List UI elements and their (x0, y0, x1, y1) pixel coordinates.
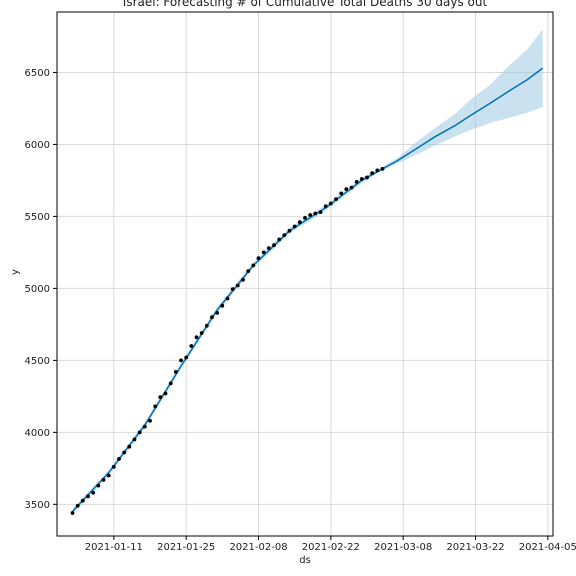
observed-point (163, 391, 168, 396)
observed-point (194, 335, 199, 340)
observed-point (215, 311, 220, 315)
x-tick-label: 2021-01-11 (85, 542, 143, 553)
y-tick-label: 5000 (25, 284, 50, 295)
observed-point (132, 437, 137, 442)
observed-point (359, 177, 364, 181)
observed-point (323, 204, 328, 209)
x-axis-label: ds (299, 555, 311, 566)
observed-point (370, 171, 375, 176)
observed-point (297, 220, 302, 225)
x-tick-label: 2021-01-25 (157, 542, 215, 553)
observed-point (256, 256, 261, 261)
observed-point (344, 187, 349, 192)
observed-point (308, 213, 313, 217)
observed-point (318, 210, 323, 215)
y-tick-label: 3500 (25, 500, 50, 511)
observed-point (375, 168, 380, 173)
observed-point (106, 473, 111, 478)
observed-point (142, 424, 147, 429)
observed-point (354, 180, 359, 184)
y-tick-label: 5500 (25, 212, 50, 223)
observed-point (111, 465, 116, 469)
y-ticks: 3500 4000 4500 5000 5500 6000 6500 (25, 68, 57, 511)
observed-point (158, 395, 163, 399)
observed-point (80, 498, 85, 503)
observed-point (137, 430, 142, 435)
observed-point (251, 263, 256, 268)
observed-point (272, 243, 276, 248)
observed-point (220, 303, 225, 308)
observed-point (266, 246, 271, 251)
x-tick-label: 2021-03-22 (446, 542, 504, 553)
observed-point (210, 315, 214, 320)
observed-point (334, 197, 338, 202)
y-tick-label: 6000 (25, 140, 50, 151)
observed-point (292, 224, 297, 229)
observed-point (225, 296, 230, 301)
observed-point (282, 233, 287, 238)
observed-point (246, 269, 251, 273)
uncertainty-band (72, 29, 543, 515)
observed-point (204, 323, 209, 328)
observed-point (328, 201, 333, 206)
observed-point (127, 444, 132, 449)
x-tick-label: 2021-02-22 (302, 542, 360, 553)
grid (57, 12, 553, 536)
observed-point (303, 216, 307, 220)
observed-point (179, 358, 183, 363)
plot-frame (56, 11, 554, 537)
observed-point (148, 418, 152, 423)
x-tick-label: 2021-03-08 (374, 542, 432, 553)
y-axis-label: y (10, 269, 21, 275)
observed-point (235, 283, 240, 288)
observed-point (70, 511, 75, 515)
observed-point (122, 450, 127, 455)
x-tick-label: 2021-04-05 (519, 542, 576, 553)
observed-point (96, 483, 101, 488)
observed-point (184, 355, 189, 360)
observed-point (349, 185, 354, 190)
observed-point (101, 478, 106, 482)
observed-point (261, 250, 266, 255)
chart-title: Israel: Forecasting # of Cumulative Tota… (123, 0, 488, 9)
observed-point (86, 494, 90, 499)
observed-point (75, 503, 80, 508)
observed-point (380, 167, 385, 171)
y-tick-label: 4500 (25, 356, 50, 367)
observed-point (339, 191, 344, 196)
observed-point (189, 344, 194, 348)
observed-point (168, 381, 173, 386)
observed-point (241, 277, 245, 282)
observed-point (277, 237, 282, 242)
observed-point (287, 228, 292, 233)
observed-point (153, 404, 158, 409)
observed-point (230, 287, 235, 291)
observed-point (117, 457, 121, 461)
y-tick-label: 6500 (25, 68, 50, 79)
observed-points (70, 167, 385, 515)
observed-point (313, 211, 318, 216)
observed-point (365, 175, 369, 180)
observed-point (173, 370, 178, 374)
observed-point (199, 331, 204, 335)
y-tick-label: 4000 (25, 428, 50, 439)
forecast-line (71, 67, 544, 513)
x-tick-label: 2021-02-08 (229, 542, 287, 553)
observed-point (91, 490, 96, 495)
x-ticks: 2021-01-11 2021-01-25 2021-02-08 2021-02-22… (85, 536, 576, 553)
